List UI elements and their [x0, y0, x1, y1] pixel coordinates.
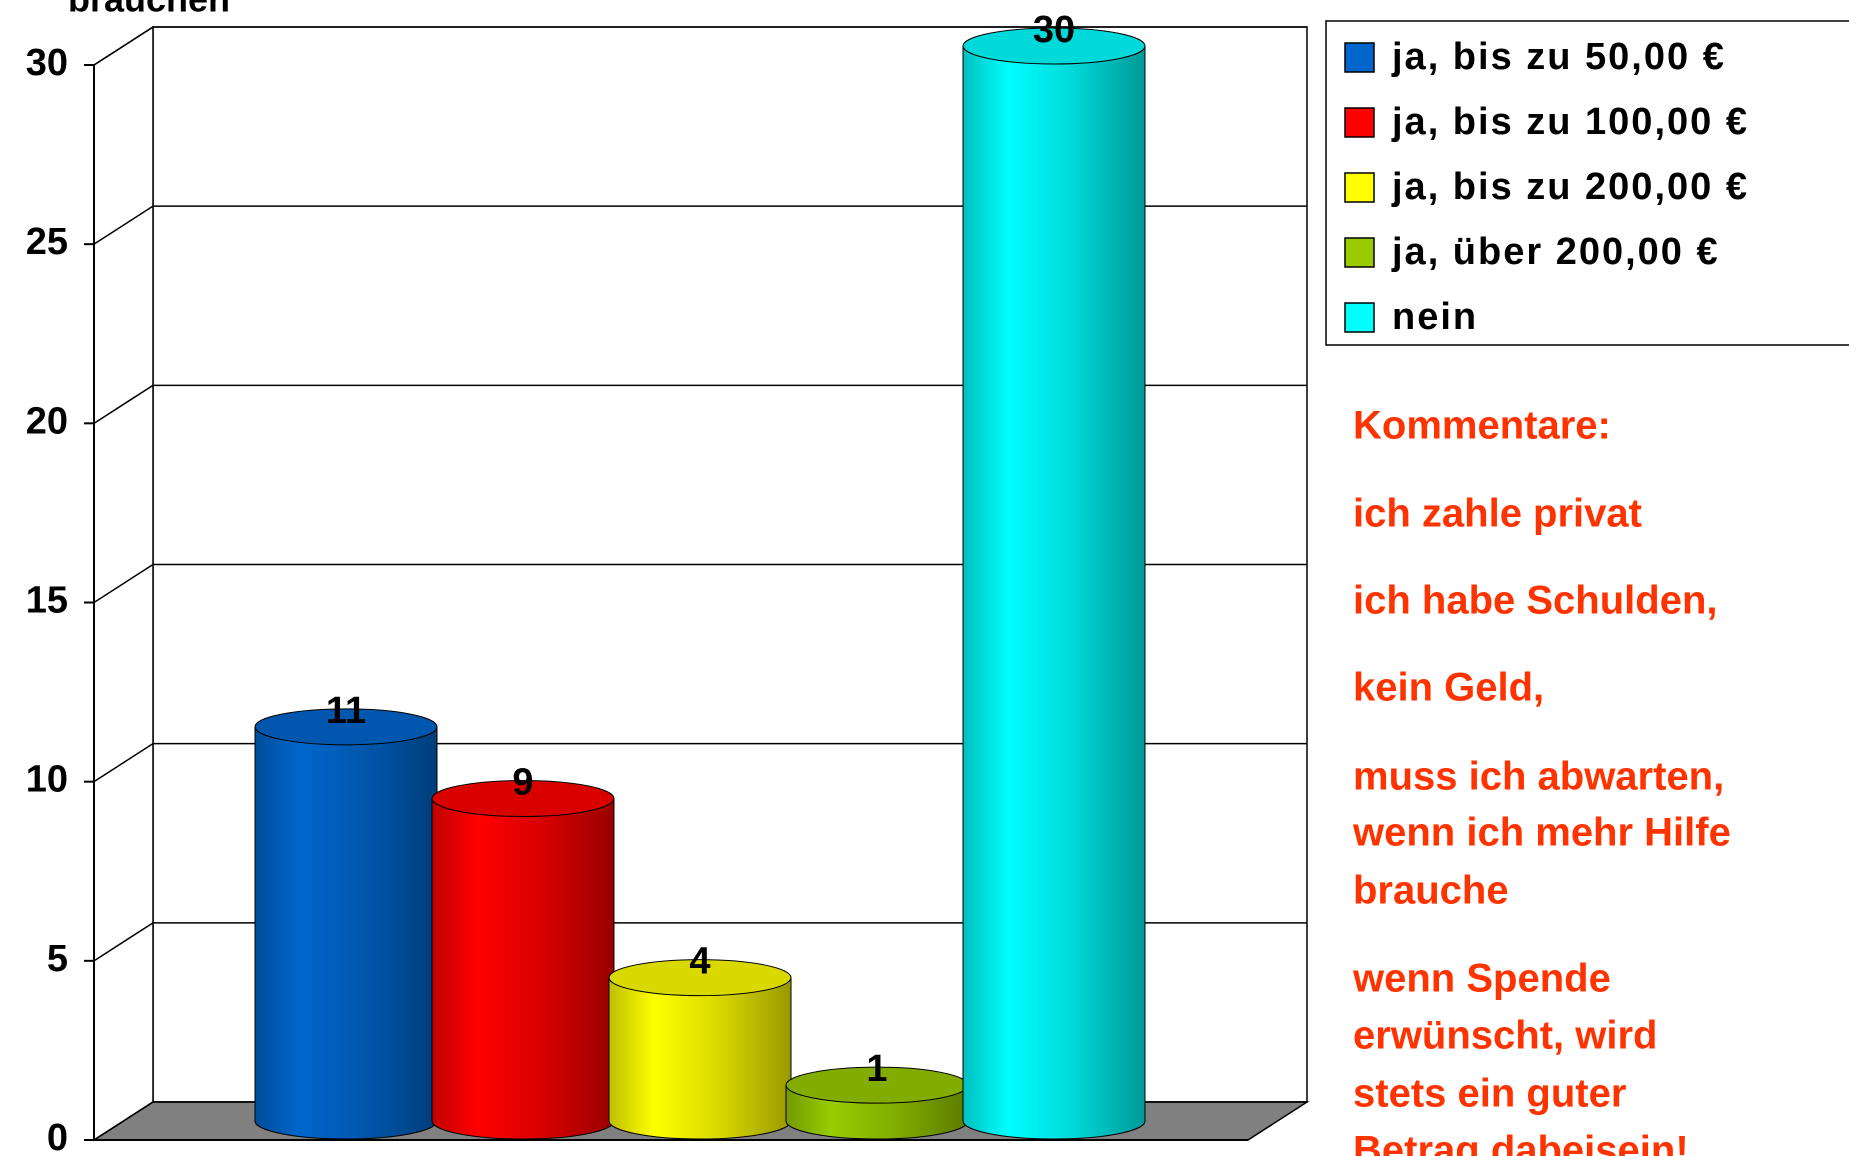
y-tick-label: 25	[26, 221, 68, 263]
y-tick-label: 30	[26, 42, 68, 84]
y-tick-label: 20	[26, 400, 68, 442]
grid-line	[93, 26, 1307, 66]
bar-top	[254, 708, 438, 746]
comment: ich zahle privat	[1353, 492, 1642, 536]
bar-body	[608, 977, 792, 1140]
value-label: 30	[1033, 9, 1075, 51]
comment: muss ich abwarten,	[1353, 755, 1724, 799]
bar	[254, 708, 438, 1140]
comment: Kommentare:	[1353, 404, 1611, 448]
legend-swatch	[1344, 237, 1375, 268]
bar	[608, 959, 792, 1140]
legend-swatch	[1344, 42, 1375, 73]
value-label: 1	[866, 1048, 887, 1090]
comment: wenn Spende	[1352, 957, 1611, 1001]
legend-box	[1325, 20, 1849, 346]
grid-line	[93, 384, 1307, 424]
comment: ich habe Schulden,	[1353, 579, 1718, 623]
comment: erwünscht, wird	[1353, 1014, 1658, 1058]
bar	[962, 27, 1146, 1140]
value-label: 4	[689, 941, 710, 983]
legend-label: nein	[1392, 296, 1478, 338]
comment: stets ein guter	[1353, 1072, 1626, 1116]
grid-line	[93, 922, 1307, 962]
bar-body	[962, 45, 1146, 1140]
comment: brauche	[1353, 869, 1509, 913]
value-label: 9	[512, 762, 533, 804]
legend-label: ja, bis zu 200,00 €	[1391, 166, 1749, 208]
bar-body	[431, 798, 615, 1140]
legend-label: ja, über 200,00 €	[1391, 231, 1720, 273]
bar-body	[254, 726, 438, 1140]
comment: wenn ich mehr Hilfe	[1352, 811, 1731, 855]
y-tick-label: 0	[47, 1117, 68, 1156]
grid-line	[93, 205, 1307, 245]
bar-top	[962, 27, 1146, 65]
legend-swatch	[1344, 172, 1375, 203]
legend-swatch	[1344, 302, 1375, 333]
value-label: 11	[326, 690, 366, 732]
legend-label: ja, bis zu 100,00 €	[1391, 101, 1749, 143]
chart-title: brauchen	[68, 0, 230, 20]
bar-top	[608, 959, 792, 997]
legend-label: ja, bis zu 50,00 €	[1391, 36, 1726, 78]
comment: kein Geld,	[1353, 666, 1544, 710]
comment: Betrag dabeisein!	[1353, 1129, 1689, 1156]
grid-line	[93, 742, 1307, 783]
y-tick-label: 15	[26, 580, 68, 622]
legend-swatch	[1344, 107, 1375, 138]
bar-top	[431, 780, 615, 817]
y-tick-label: 10	[26, 759, 68, 801]
bar	[431, 780, 615, 1140]
grid-line	[93, 563, 1307, 604]
y-tick-label: 5	[47, 938, 68, 980]
